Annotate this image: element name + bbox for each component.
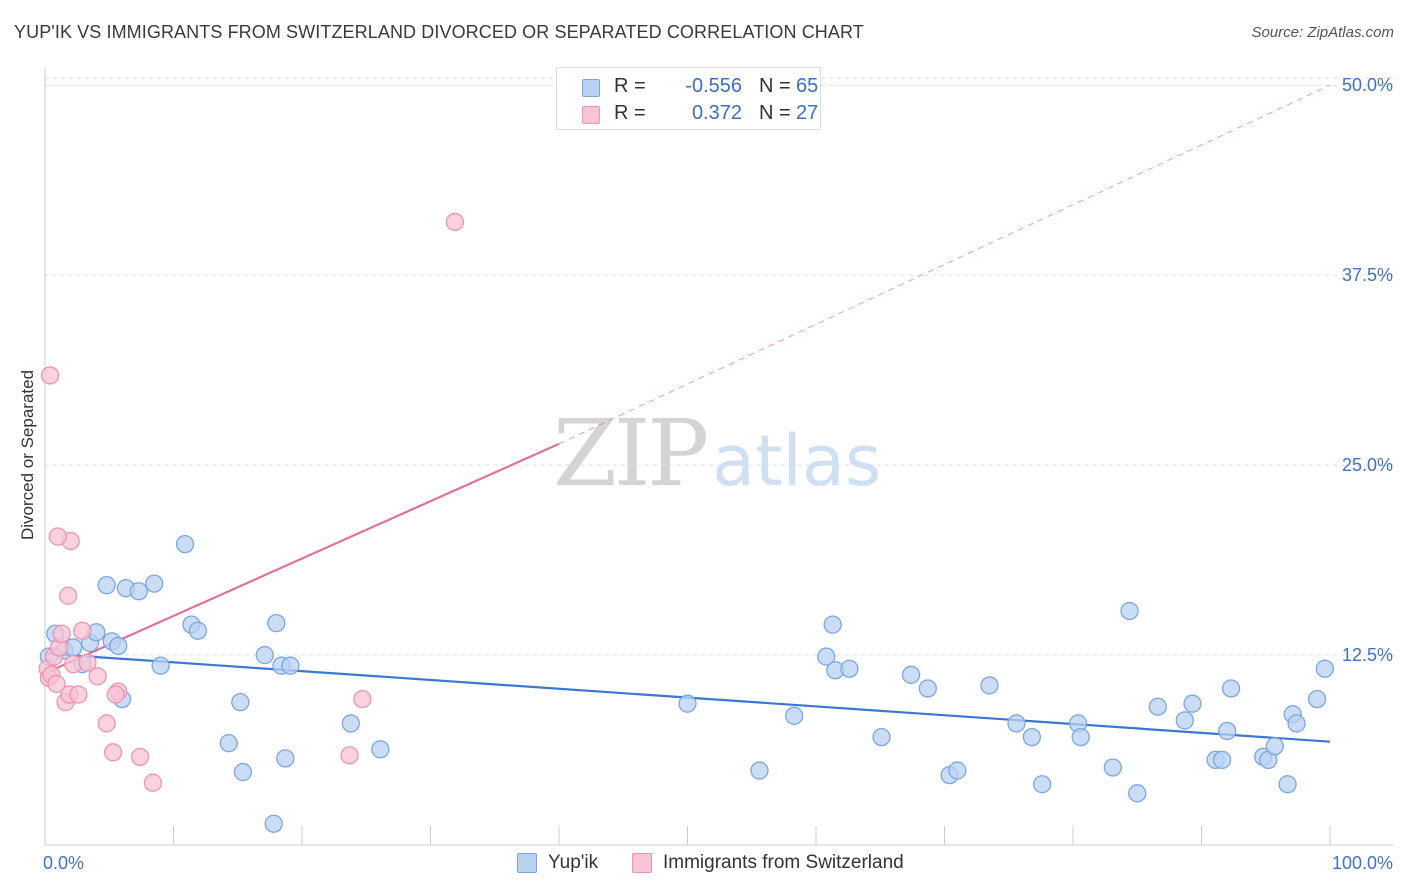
switzerland-point bbox=[130, 747, 150, 767]
x-tick-label: 100.0% bbox=[1332, 853, 1393, 873]
legend-label: Immigrants from Switzerland bbox=[663, 852, 904, 873]
yupik-point bbox=[1071, 727, 1090, 747]
yupik-point bbox=[175, 534, 195, 554]
switzerland-point bbox=[69, 685, 88, 704]
legend-n-label: N = bbox=[759, 102, 791, 124]
yupik-point bbox=[264, 814, 283, 833]
yupik-point bbox=[1022, 727, 1042, 747]
switzerland-point bbox=[73, 621, 92, 640]
yupik-point bbox=[1128, 784, 1147, 803]
switzerland-point bbox=[97, 714, 116, 733]
switzerland-point bbox=[353, 689, 372, 709]
legend-swatch-pink bbox=[632, 853, 652, 873]
switzerland-point bbox=[48, 527, 67, 546]
chart-title: YUP'IK VS IMMIGRANTS FROM SWITZERLAND DI… bbox=[14, 22, 864, 42]
switzerland-point bbox=[340, 746, 359, 765]
yupik-point bbox=[145, 574, 164, 593]
switzerland-point bbox=[106, 685, 125, 704]
yupik-point bbox=[901, 665, 921, 684]
yupik-point bbox=[823, 615, 842, 634]
legend-swatch-blue bbox=[582, 79, 600, 97]
yupik-point bbox=[817, 647, 836, 666]
yupik-point bbox=[276, 749, 295, 768]
yupik-point bbox=[1218, 721, 1237, 741]
yupik-point bbox=[1212, 750, 1232, 770]
yupik-point bbox=[97, 575, 116, 595]
yupik-point bbox=[1183, 694, 1202, 713]
legend-label: Yup'ik bbox=[548, 852, 599, 873]
y-tick-label: 12.5% bbox=[1342, 645, 1393, 665]
data-points bbox=[38, 212, 1335, 833]
axes bbox=[44, 68, 1393, 846]
source-label: Source: ZipAtlas.com bbox=[1251, 24, 1394, 41]
legend-n-value: 27 bbox=[796, 102, 819, 124]
legend-swatch-blue bbox=[517, 853, 537, 873]
yupik-point bbox=[341, 714, 360, 733]
yupik-point bbox=[1278, 775, 1297, 794]
yupik-point bbox=[1175, 711, 1194, 730]
y-tick-label: 25.0% bbox=[1342, 455, 1393, 475]
yupik-point bbox=[231, 693, 250, 712]
grid-lines bbox=[45, 77, 1393, 656]
yupik-point bbox=[918, 679, 937, 698]
watermark-atlas: atlas bbox=[712, 420, 882, 502]
yupik-point bbox=[233, 762, 253, 782]
watermark-zip: ZIP bbox=[553, 400, 709, 507]
switzerland-trend-extension bbox=[558, 84, 1331, 445]
switzerland-point bbox=[88, 667, 107, 686]
legend-n-value: 65 bbox=[796, 75, 819, 97]
yupik-point bbox=[255, 645, 274, 665]
yupik-point bbox=[281, 656, 300, 675]
y-tick-label: 50.0% bbox=[1342, 75, 1393, 95]
y-tick-label: 37.5% bbox=[1342, 265, 1393, 285]
yupik-point bbox=[678, 694, 697, 713]
switzerland-trend-line bbox=[44, 442, 560, 675]
x-tick-label: 0.0% bbox=[43, 853, 84, 873]
yupik-point bbox=[750, 761, 769, 780]
yupik-point bbox=[1103, 758, 1122, 777]
yupik-point bbox=[188, 621, 208, 640]
yupik-point bbox=[219, 734, 238, 753]
switzerland-point bbox=[143, 773, 163, 792]
yupik-point bbox=[980, 676, 999, 695]
yupik-point bbox=[1120, 601, 1139, 621]
legend-swatch-pink bbox=[582, 106, 600, 124]
trend-lines bbox=[44, 84, 1331, 743]
switzerland-point bbox=[47, 674, 66, 694]
yupik-point bbox=[1315, 659, 1335, 678]
yupik-point bbox=[1287, 714, 1306, 733]
legend-n-label: N = bbox=[759, 75, 791, 97]
yupik-point bbox=[1148, 697, 1167, 716]
yupik-point bbox=[129, 582, 148, 601]
watermark: ZIPatlas bbox=[553, 400, 881, 507]
correlation-legend: R = -0.556 N = 65 R = 0.372 N = 27 bbox=[556, 67, 821, 130]
series-legend: Yup'ik Immigrants from Switzerland bbox=[0, 852, 1406, 878]
yupik-point bbox=[872, 727, 891, 747]
yupik-point bbox=[1308, 689, 1327, 709]
yupik-point bbox=[1033, 775, 1052, 794]
switzerland-point bbox=[78, 653, 97, 672]
switzerland-point bbox=[40, 366, 60, 385]
switzerland-point bbox=[103, 743, 123, 762]
legend-r-label: R = bbox=[614, 75, 646, 97]
tick-labels: 12.5% 25.0% 37.5% 50.0% 0.0% 100.0% bbox=[43, 75, 1393, 873]
yupik-point bbox=[840, 659, 859, 678]
yupik-point bbox=[267, 613, 286, 633]
yupik-point bbox=[1265, 737, 1284, 756]
y-axis-label: Divorced or Separated bbox=[18, 369, 37, 541]
yupik-point bbox=[1007, 714, 1026, 733]
yupik-point bbox=[785, 706, 804, 725]
switzerland-point bbox=[445, 212, 465, 232]
legend-r-label: R = bbox=[614, 102, 646, 124]
yupik-point bbox=[371, 740, 390, 759]
switzerland-point bbox=[52, 624, 71, 643]
yupik-point bbox=[948, 761, 967, 780]
legend-r-value: -0.556 bbox=[685, 75, 742, 97]
legend-r-value: 0.372 bbox=[691, 102, 742, 124]
switzerland-point bbox=[58, 586, 78, 605]
yupik-point bbox=[1221, 679, 1241, 698]
yupik-point bbox=[151, 656, 170, 675]
yupik-point bbox=[109, 636, 128, 656]
